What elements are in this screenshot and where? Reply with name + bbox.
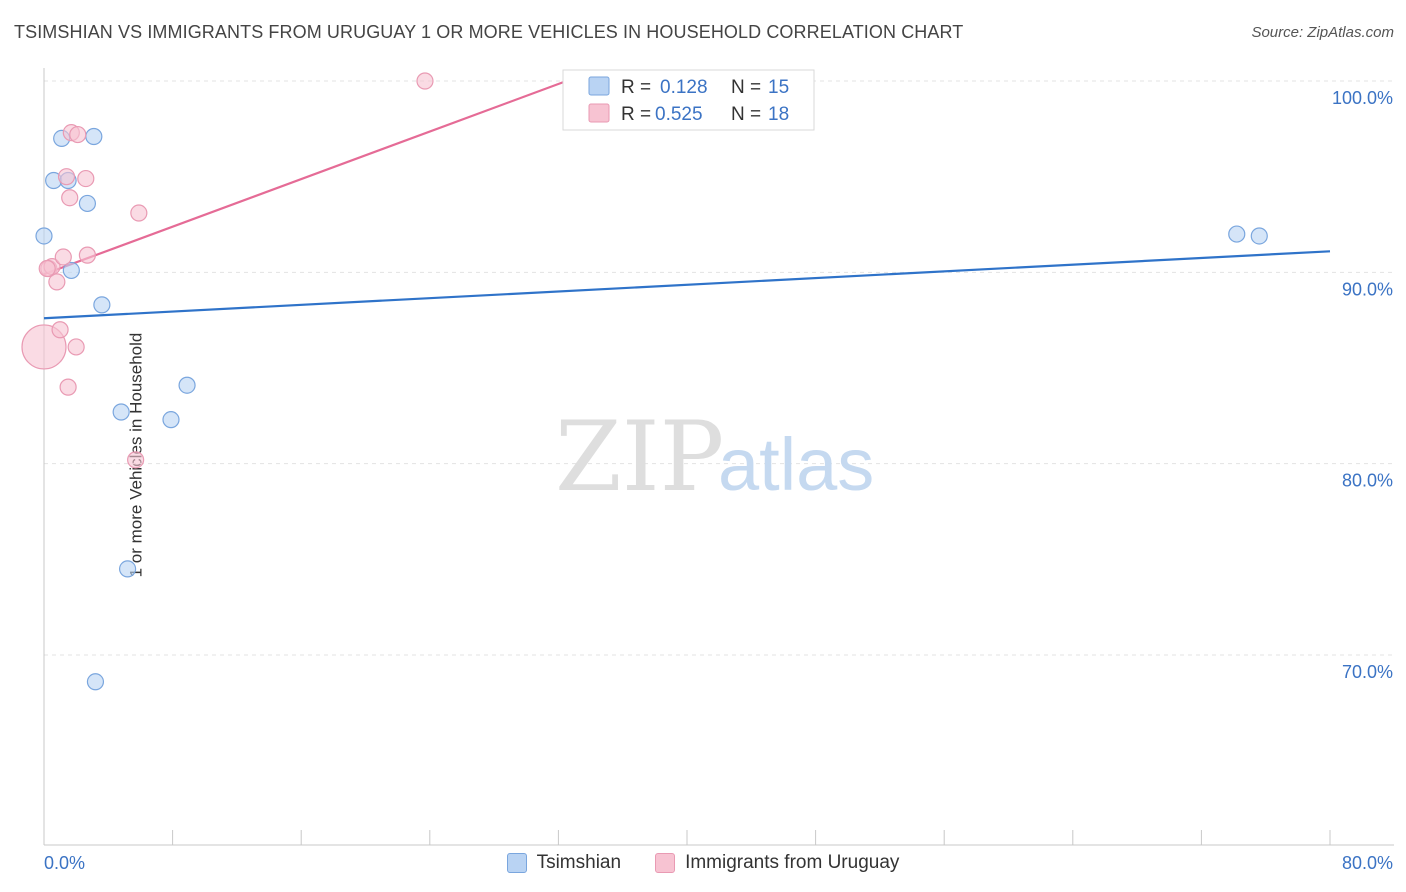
data-point — [38, 259, 56, 278]
data-point — [69, 125, 87, 144]
stats-legend-r-value: 0.128 — [660, 77, 708, 98]
stats-legend-swatch-tsimshian — [588, 76, 610, 96]
data-point — [51, 321, 69, 339]
data-point — [112, 403, 130, 421]
data-point — [35, 227, 53, 245]
data-point — [1228, 225, 1246, 243]
data-point — [127, 451, 145, 469]
legend-label-tsimshian: Tsimshian — [536, 852, 622, 873]
axes — [43, 68, 1394, 846]
stats-legend-n-value: 18 — [768, 104, 789, 125]
stats-legend-n-label: N = — [731, 77, 761, 98]
data-point — [67, 338, 85, 356]
data-point — [62, 261, 80, 280]
data-point — [86, 673, 105, 691]
data-point — [77, 169, 95, 188]
data-point — [59, 378, 77, 396]
stats-legend-r-label: R = — [621, 77, 651, 98]
data-point — [61, 189, 79, 207]
y-tick-labels: 70.0% 80.0% 90.0% 100.0% — [1332, 88, 1393, 682]
watermark: ZIP atlas — [555, 401, 874, 513]
x-tick-label: 80.0% — [1342, 853, 1393, 873]
stats-legend-r-value: 0.525 — [655, 104, 703, 125]
y-tick-label: 80.0% — [1342, 471, 1393, 491]
gridlines — [44, 80, 1394, 656]
data-point — [416, 72, 434, 90]
watermark-atlas: atlas — [718, 423, 874, 506]
y-tick-label: 90.0% — [1342, 279, 1393, 299]
x-tick-labels: 0.0% 80.0% — [44, 853, 1393, 873]
data-point — [78, 246, 97, 264]
data-point — [1250, 227, 1268, 245]
data-point — [48, 273, 66, 291]
trend-line — [43, 79, 567, 276]
data-point — [130, 204, 148, 222]
stats-legend-swatch-uruguay — [588, 103, 610, 123]
data-points — [21, 72, 1268, 691]
legend-label-uruguay: Immigrants from Uruguay — [685, 852, 900, 873]
data-point — [57, 168, 76, 186]
legend-swatch-tsimshian — [506, 853, 527, 873]
source-label: Source: ZipAtlas.com — [1251, 24, 1394, 41]
legend-item-tsimshian[interactable]: Tsimshian — [506, 852, 622, 874]
data-point — [54, 248, 72, 266]
legend-item-uruguay[interactable]: Immigrants from Uruguay — [655, 852, 899, 874]
watermark-zip: ZIP — [555, 401, 724, 513]
trend-lines — [43, 79, 1331, 320]
stats-legend-n-label: N = — [731, 104, 761, 125]
chart-title: TSIMSHIAN VS IMMIGRANTS FROM URUGUAY 1 O… — [14, 22, 964, 42]
y-tick-label: 70.0% — [1342, 662, 1393, 682]
data-point — [162, 411, 180, 429]
stats-legend-n-value: 15 — [768, 77, 789, 98]
stats-legend: R = 0.128 N = 15 R = 0.525 N = 18 — [562, 69, 815, 131]
stats-legend-r-label: R = — [621, 104, 651, 125]
trend-line — [43, 250, 1331, 320]
series-legend: Tsimshian Immigrants from Uruguay — [0, 852, 1406, 874]
x-tick-label: 0.0% — [44, 853, 85, 873]
y-tick-label: 100.0% — [1332, 88, 1393, 108]
data-point — [93, 296, 111, 314]
data-point — [178, 376, 196, 394]
data-point — [118, 560, 137, 578]
legend-swatch-uruguay — [655, 853, 676, 873]
data-point — [85, 127, 103, 146]
data-point — [78, 194, 97, 213]
